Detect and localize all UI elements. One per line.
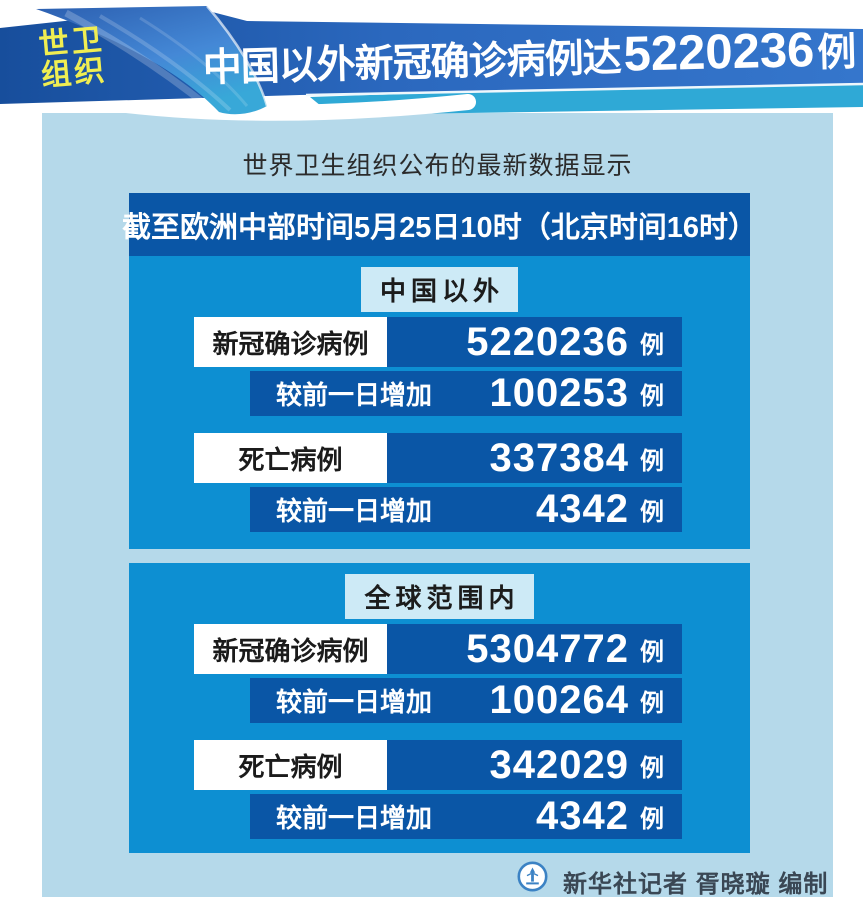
- stat-value: 4342 例: [432, 794, 682, 839]
- stat-value: 337384 例: [387, 433, 682, 483]
- date-bar: 截至欧洲中部时间5月25日10时（北京时间16时）: [122, 193, 757, 256]
- stat-number: 5304772: [466, 626, 629, 671]
- stat-number: 5220236: [466, 319, 629, 364]
- stat-unit: 例: [640, 690, 664, 717]
- stat-label: 较前一日增加: [276, 803, 433, 833]
- stat-label: 新冠确诊病例: [194, 624, 387, 674]
- title-prefix: 中国以外新冠确诊病例达: [202, 36, 622, 90]
- stat-row-confirmed: 新冠确诊病例 5304772 例: [194, 624, 682, 674]
- stat-value: 5304772 例: [387, 624, 682, 674]
- stat-row-confirmed-increase: 较前一日增加 100253 例: [250, 371, 682, 416]
- stat-number: 4342: [536, 794, 629, 838]
- stat-row-deaths-increase: 较前一日增加 4342 例: [250, 794, 682, 839]
- panel-heading-wrap: 中国以外: [129, 267, 750, 312]
- banner-ribbon-graphic: [0, 5, 863, 121]
- panel-heading: 中国以外: [360, 267, 518, 312]
- stat-number: 4342: [536, 487, 629, 531]
- stat-unit: 例: [640, 754, 664, 782]
- stat-unit: 例: [640, 331, 664, 359]
- panel-worldwide: 全球范围内 新冠确诊病例 5304772 例 较前一日增加 100264 例 死…: [129, 563, 750, 853]
- panel-heading-wrap: 全球范围内: [129, 574, 750, 619]
- stat-value: 4342 例: [432, 487, 682, 532]
- stat-row-deaths: 死亡病例 337384 例: [194, 433, 682, 483]
- stat-label: 新冠确诊病例: [194, 317, 387, 367]
- intro-text: 世界卫生组织公布的最新数据显示: [242, 152, 633, 180]
- stat-unit: 例: [640, 638, 664, 666]
- who-badge-line2: 组织: [40, 54, 109, 93]
- stat-unit: 例: [640, 383, 664, 410]
- stat-label: 较前一日增加: [276, 380, 433, 410]
- who-badge: 世卫 组织: [37, 23, 109, 93]
- stat-value: 5220236 例: [387, 317, 682, 367]
- stat-number: 100253: [489, 371, 629, 415]
- stat-row-confirmed-increase: 较前一日增加 100264 例: [250, 678, 682, 723]
- credit-text: 新华社记者 胥晓璇 编制: [563, 871, 829, 898]
- stat-row-confirmed: 新冠确诊病例 5220236 例: [194, 317, 682, 367]
- stat-row-deaths-increase: 较前一日增加 4342 例: [250, 487, 682, 532]
- stat-unit: 例: [640, 447, 664, 475]
- stat-label: 较前一日增加: [276, 687, 433, 717]
- xinhua-logo-icon: [517, 861, 548, 897]
- panel-heading: 全球范围内: [345, 574, 534, 619]
- panel-outside-china: 中国以外 新冠确诊病例 5220236 例 较前一日增加 100253 例 死亡…: [129, 256, 750, 549]
- stat-value: 100264 例: [432, 678, 682, 723]
- stat-value: 100253 例: [432, 371, 682, 416]
- footer: 新华社记者 胥晓璇 编制: [0, 855, 863, 898]
- stat-label: 死亡病例: [194, 740, 387, 790]
- stat-number: 342029: [489, 742, 629, 787]
- stat-value: 342029 例: [387, 740, 682, 790]
- stat-number: 337384: [489, 435, 629, 480]
- title-suffix: 例: [816, 31, 856, 75]
- stat-unit: 例: [640, 499, 664, 526]
- stat-label: 较前一日增加: [276, 496, 433, 526]
- stat-number: 100264: [489, 678, 629, 722]
- stat-unit: 例: [640, 806, 664, 833]
- stat-row-deaths: 死亡病例 342029 例: [194, 740, 682, 790]
- stat-label: 死亡病例: [194, 433, 387, 483]
- title-number: 5220236: [622, 23, 815, 82]
- header-banner: 世卫 组织 中国以外新冠确诊病例达 5220236 例: [0, 0, 863, 130]
